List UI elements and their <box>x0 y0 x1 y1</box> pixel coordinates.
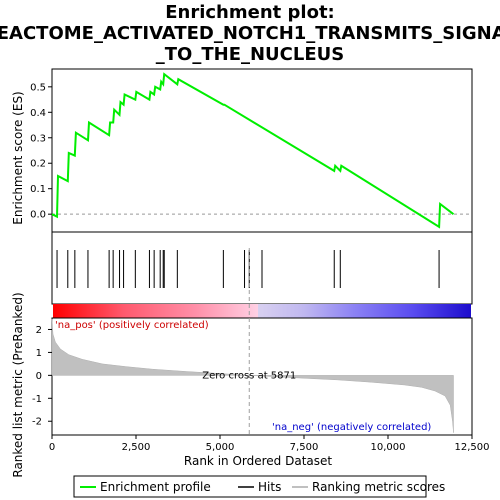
legend-profile-label: Enrichment profile <box>100 480 211 494</box>
metric-y-tick-label: 0 <box>36 371 42 382</box>
title-line-2: REACTOME_ACTIVATED_NOTCH1_TRANSMITS_SIGN… <box>0 23 500 44</box>
es-panel: 0.0 0.1 0.2 0.3 0.4 0.5 Enrichment score (ES) <box>11 68 473 233</box>
legend-metric-label: Ranking metric scores <box>312 480 445 494</box>
hit-markers <box>56 250 440 288</box>
x-tick-label: 5,000 <box>206 442 235 453</box>
es-y-ticks: 0.0 0.1 0.2 0.3 0.4 0.5 <box>30 82 52 221</box>
metric-y-tick-label: -2 <box>32 417 42 428</box>
metric-y-tick-label: 2 <box>36 325 42 336</box>
es-y-tick-label: 0.3 <box>30 133 46 144</box>
metric-panel: -2 -1 0 1 2 'na_pos' (positively correlated)… <box>11 248 473 478</box>
metric-y-tick-label: 1 <box>36 348 42 359</box>
x-tick-label: 10,000 <box>371 442 406 453</box>
metric-y-tick-label: -1 <box>32 394 42 405</box>
negative-correlation-label: 'na_neg' (negatively correlated) <box>272 422 431 433</box>
x-axis-ticks: 0 2,500 5,000 7,500 10,000 12,500 <box>49 435 490 453</box>
x-tick-label: 2,500 <box>122 442 151 453</box>
zero-cross-label: Zero cross at 5871 <box>202 370 296 381</box>
x-axis-label: Rank in Ordered Dataset <box>184 454 332 468</box>
metric-y-ticks: -2 -1 0 1 2 <box>32 325 52 428</box>
metric-y-axis-label: Ranked list metric (PreRanked) <box>11 292 25 477</box>
x-tick-label: 0 <box>49 442 55 453</box>
title-line-3: _TO_THE_NUCLEUS <box>156 44 344 65</box>
title-line-1: Enrichment plot: <box>165 2 335 23</box>
legend-hits-label: Hits <box>258 480 281 494</box>
rank-color-bar <box>53 304 471 318</box>
es-y-tick-label: 0.0 <box>30 210 46 221</box>
es-y-tick-label: 0.2 <box>30 159 46 170</box>
color-bar-rect <box>53 304 471 318</box>
hits-panel <box>51 231 473 305</box>
es-y-tick-label: 0.5 <box>30 82 46 93</box>
es-y-tick-label: 0.1 <box>30 184 46 195</box>
x-tick-label: 7,500 <box>290 442 319 453</box>
es-y-tick-label: 0.4 <box>30 108 46 119</box>
legend: Enrichment profile Hits Ranking metric s… <box>73 475 445 498</box>
x-tick-label: 12,500 <box>455 442 490 453</box>
positive-correlation-label: 'na_pos' (positively correlated) <box>55 320 209 331</box>
enrichment-profile-line <box>51 72 455 229</box>
es-y-axis-label: Enrichment score (ES) <box>11 91 25 224</box>
